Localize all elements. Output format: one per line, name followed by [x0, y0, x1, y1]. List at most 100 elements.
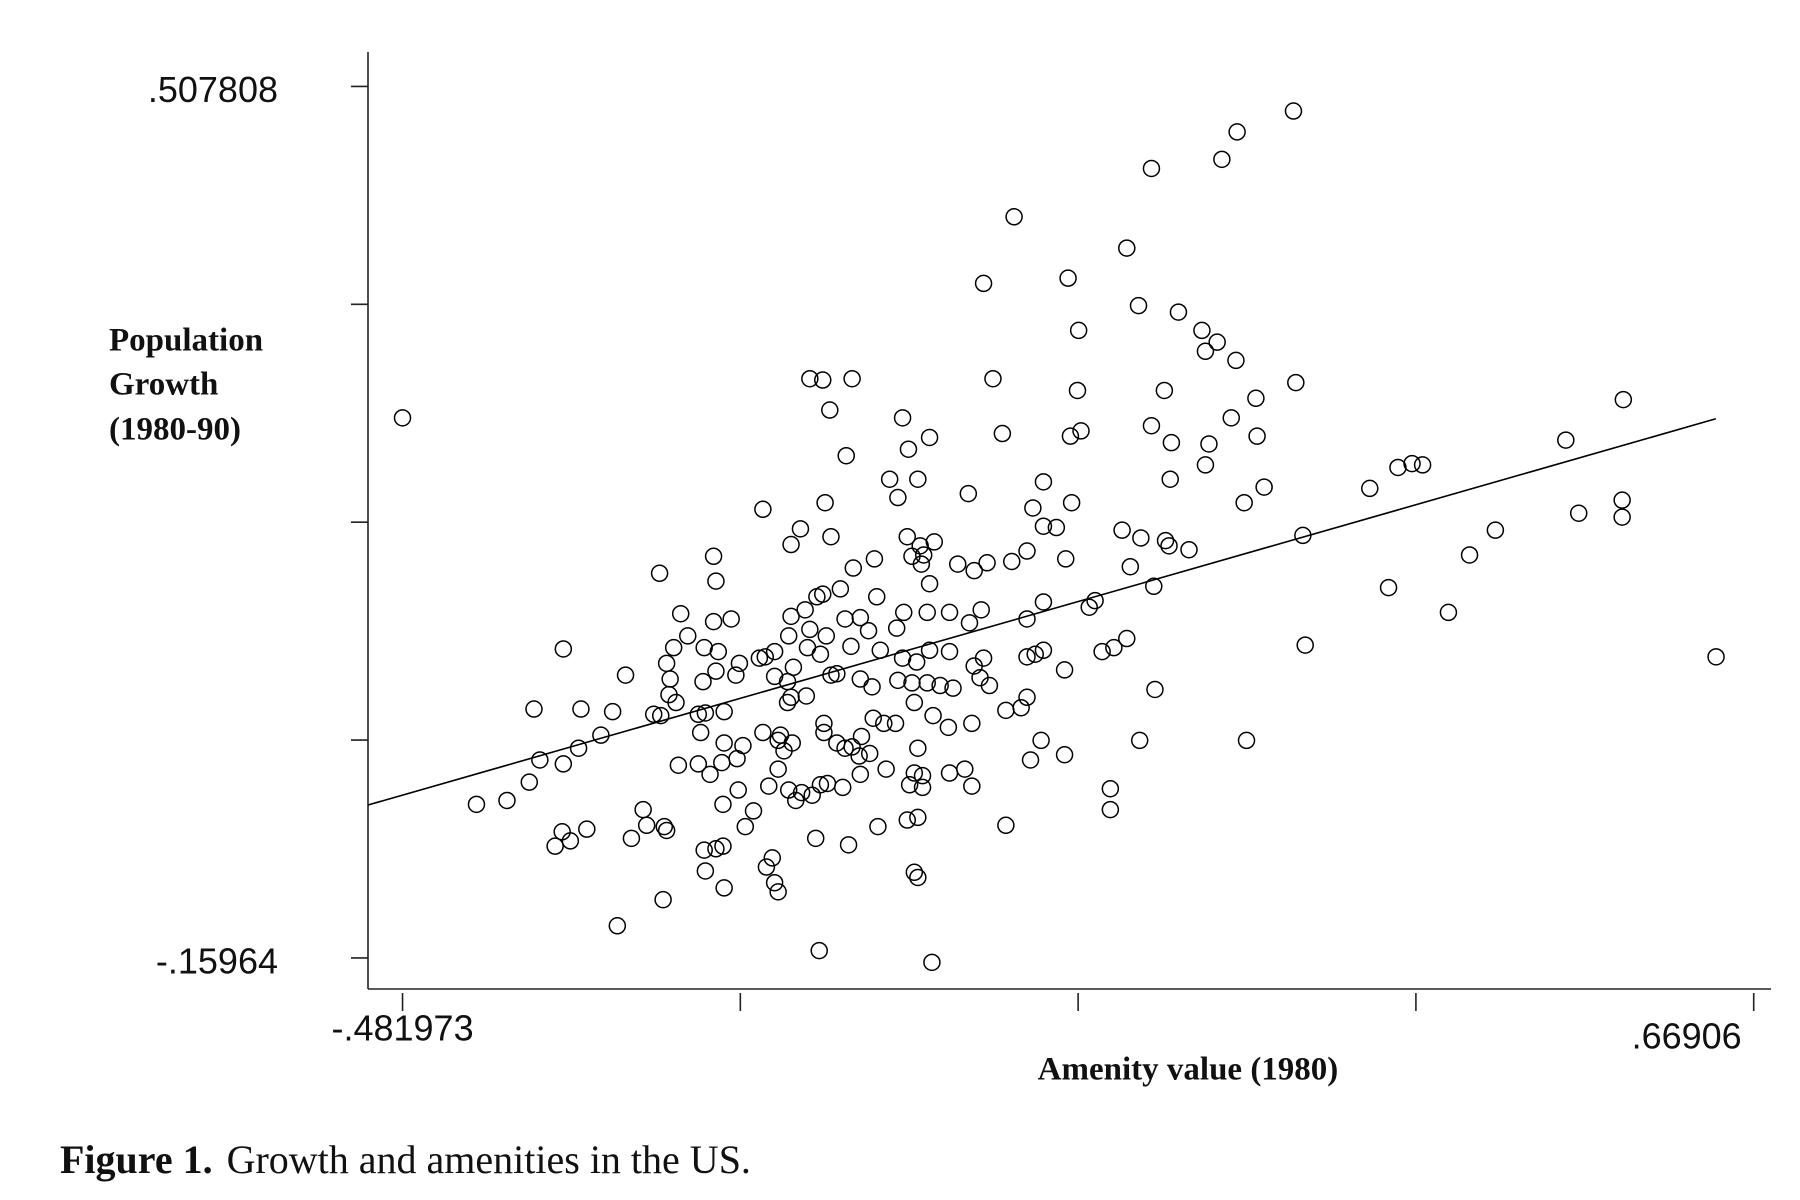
- point: [736, 817, 755, 836]
- point: [1101, 779, 1120, 798]
- point: [852, 727, 871, 746]
- point: [931, 676, 949, 695]
- point: [796, 601, 814, 619]
- point: [1101, 800, 1120, 819]
- point: [1162, 433, 1181, 452]
- point: [1002, 552, 1021, 571]
- point: [801, 369, 819, 388]
- point: [925, 533, 944, 551]
- point: [875, 714, 893, 733]
- point: [783, 734, 801, 752]
- point: [1047, 518, 1066, 537]
- point: [1379, 578, 1398, 597]
- point: [637, 816, 656, 835]
- point: [679, 627, 697, 645]
- point: [898, 811, 917, 829]
- point: [756, 648, 774, 666]
- point: [974, 274, 993, 293]
- point: [669, 756, 688, 774]
- point: [707, 572, 725, 590]
- point: [893, 649, 912, 667]
- point: [889, 488, 907, 507]
- y-tick-label: -.15964: [156, 940, 278, 981]
- y-axis-title: (1980-90): [109, 412, 241, 448]
- point: [851, 765, 870, 784]
- point: [851, 608, 870, 627]
- point: [909, 808, 927, 827]
- point: [1237, 731, 1256, 750]
- point: [657, 821, 676, 840]
- point: [1294, 526, 1312, 545]
- point: [1055, 661, 1074, 679]
- point: [997, 816, 1015, 835]
- point: [993, 424, 1012, 443]
- point: [1361, 479, 1379, 498]
- point: [1024, 499, 1042, 517]
- point: [691, 723, 710, 742]
- point: [868, 588, 886, 606]
- point: [779, 627, 798, 645]
- point: [667, 693, 685, 712]
- point: [893, 409, 912, 427]
- point: [923, 953, 941, 972]
- point: [714, 795, 732, 814]
- point: [657, 654, 676, 673]
- point: [1247, 389, 1265, 408]
- point: [821, 401, 839, 419]
- point: [997, 701, 1015, 720]
- point: [972, 601, 990, 619]
- point: [965, 657, 983, 675]
- point: [1613, 491, 1631, 509]
- point: [844, 559, 863, 577]
- point: [909, 470, 927, 488]
- point: [924, 706, 942, 725]
- point: [865, 550, 884, 568]
- point: [554, 640, 573, 658]
- point: [963, 777, 981, 795]
- point: [715, 734, 733, 752]
- point: [750, 649, 769, 667]
- point: [754, 500, 772, 519]
- point: [1389, 458, 1407, 477]
- point: [1018, 610, 1036, 628]
- point: [978, 554, 996, 572]
- point: [696, 704, 715, 722]
- point: [851, 670, 870, 688]
- point: [661, 670, 679, 688]
- point: [1193, 321, 1211, 340]
- point: [909, 739, 927, 757]
- point: [869, 817, 887, 836]
- point: [864, 709, 882, 727]
- point: [769, 883, 787, 901]
- point: [828, 734, 846, 752]
- point: [948, 555, 967, 573]
- point: [1208, 333, 1226, 351]
- point: [980, 676, 999, 695]
- point: [797, 687, 816, 705]
- point: [965, 561, 983, 580]
- point: [1146, 680, 1164, 699]
- point: [1086, 591, 1104, 610]
- point: [801, 620, 819, 639]
- point: [1093, 642, 1111, 661]
- point: [903, 674, 921, 692]
- point: [1155, 381, 1174, 400]
- point: [984, 369, 1002, 388]
- point: [940, 642, 959, 661]
- point: [909, 868, 927, 887]
- point: [1161, 470, 1179, 488]
- point: [1080, 598, 1098, 616]
- point: [554, 755, 573, 773]
- point: [1284, 102, 1303, 120]
- point: [715, 702, 733, 721]
- point: [806, 829, 825, 848]
- point: [895, 603, 913, 622]
- point: [913, 766, 932, 785]
- point: [831, 580, 850, 598]
- point: [652, 706, 670, 725]
- point: [722, 610, 740, 628]
- point: [696, 862, 715, 880]
- point: [730, 654, 749, 673]
- point: [1129, 296, 1148, 315]
